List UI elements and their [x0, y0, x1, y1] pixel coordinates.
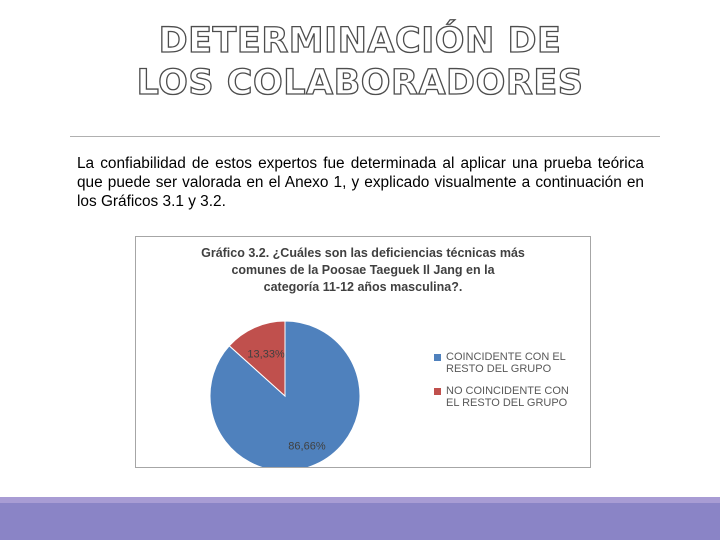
- legend-item-no-coincidente: NO COINCIDENTE CON EL RESTO DEL GRUPO: [434, 385, 584, 409]
- body-paragraph: La confiabilidad de estos expertos fue d…: [77, 155, 644, 210]
- slide-title-line-1: DETERMINACIÓN DE: [158, 20, 562, 61]
- pie-slice-coincidente: [209, 320, 361, 467]
- title-divider: [70, 136, 660, 137]
- pie-label-no-coincidente: 13,33%: [247, 349, 285, 361]
- chart-title-line-2: comunes de la Poosae Taeguek Il Jang en …: [231, 263, 495, 277]
- pie-chart: Gráfico 3.2. ¿Cuáles son las deficiencia…: [135, 236, 591, 468]
- legend-label-no-coincidente: NO COINCIDENTE CON EL RESTO DEL GRUPO: [446, 385, 569, 409]
- pie-slice-no-coincidente: [228, 320, 286, 398]
- slide-title: DETERMINACIÓN DE LOS COLABORADORES: [0, 20, 720, 104]
- chart-title: Gráfico 3.2. ¿Cuáles son las deficiencia…: [136, 245, 590, 296]
- legend-swatch-no-coincidente: [434, 388, 441, 395]
- chart-title-line-3: categoría 11-12 años masculina?.: [263, 280, 463, 294]
- footer-bar: [0, 497, 720, 540]
- pie-chart-plot: 86,66% 13,33%: [209, 320, 361, 467]
- pie-label-coincidente: 86,66%: [288, 440, 326, 452]
- legend-swatch-coincidente: [434, 354, 441, 361]
- legend-label-coincidente: COINCIDENTE CON EL RESTO DEL GRUPO: [446, 351, 566, 375]
- chart-title-line-1: Gráfico 3.2. ¿Cuáles son las deficiencia…: [201, 246, 525, 260]
- footer-accent-line: [0, 497, 720, 503]
- legend-item-coincidente: COINCIDENTE CON EL RESTO DEL GRUPO: [434, 351, 584, 375]
- slide-title-line-2: LOS COLABORADORES: [136, 62, 584, 103]
- chart-legend: COINCIDENTE CON EL RESTO DEL GRUPO NO CO…: [434, 351, 584, 419]
